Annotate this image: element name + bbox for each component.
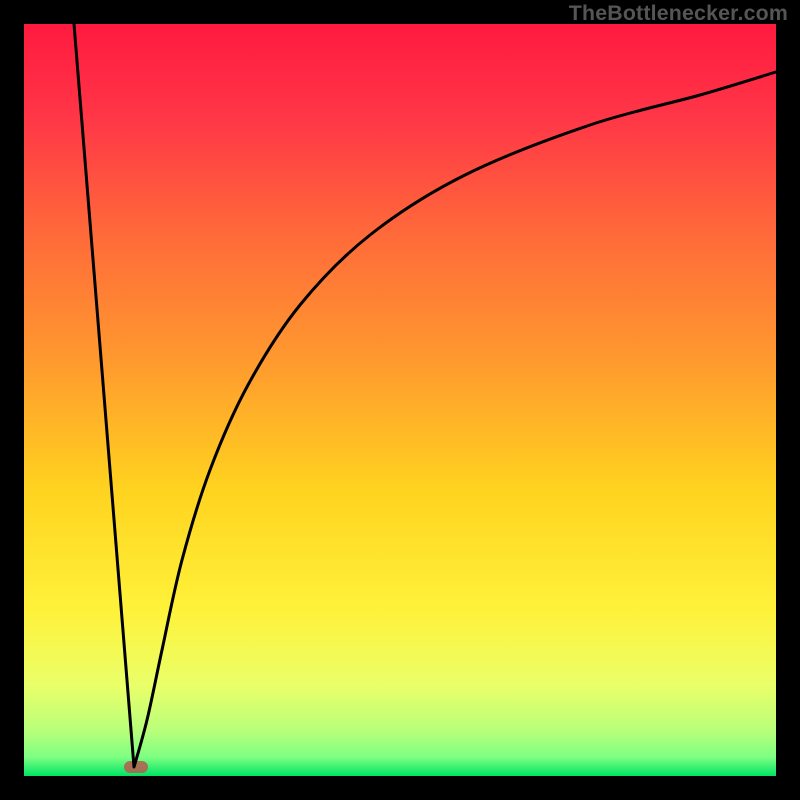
watermark-text: TheBottlenecker.com — [569, 1, 788, 26]
chart-stage: TheBottlenecker.com — [0, 0, 800, 800]
plot-area — [24, 24, 776, 776]
plot-svg — [0, 0, 800, 800]
